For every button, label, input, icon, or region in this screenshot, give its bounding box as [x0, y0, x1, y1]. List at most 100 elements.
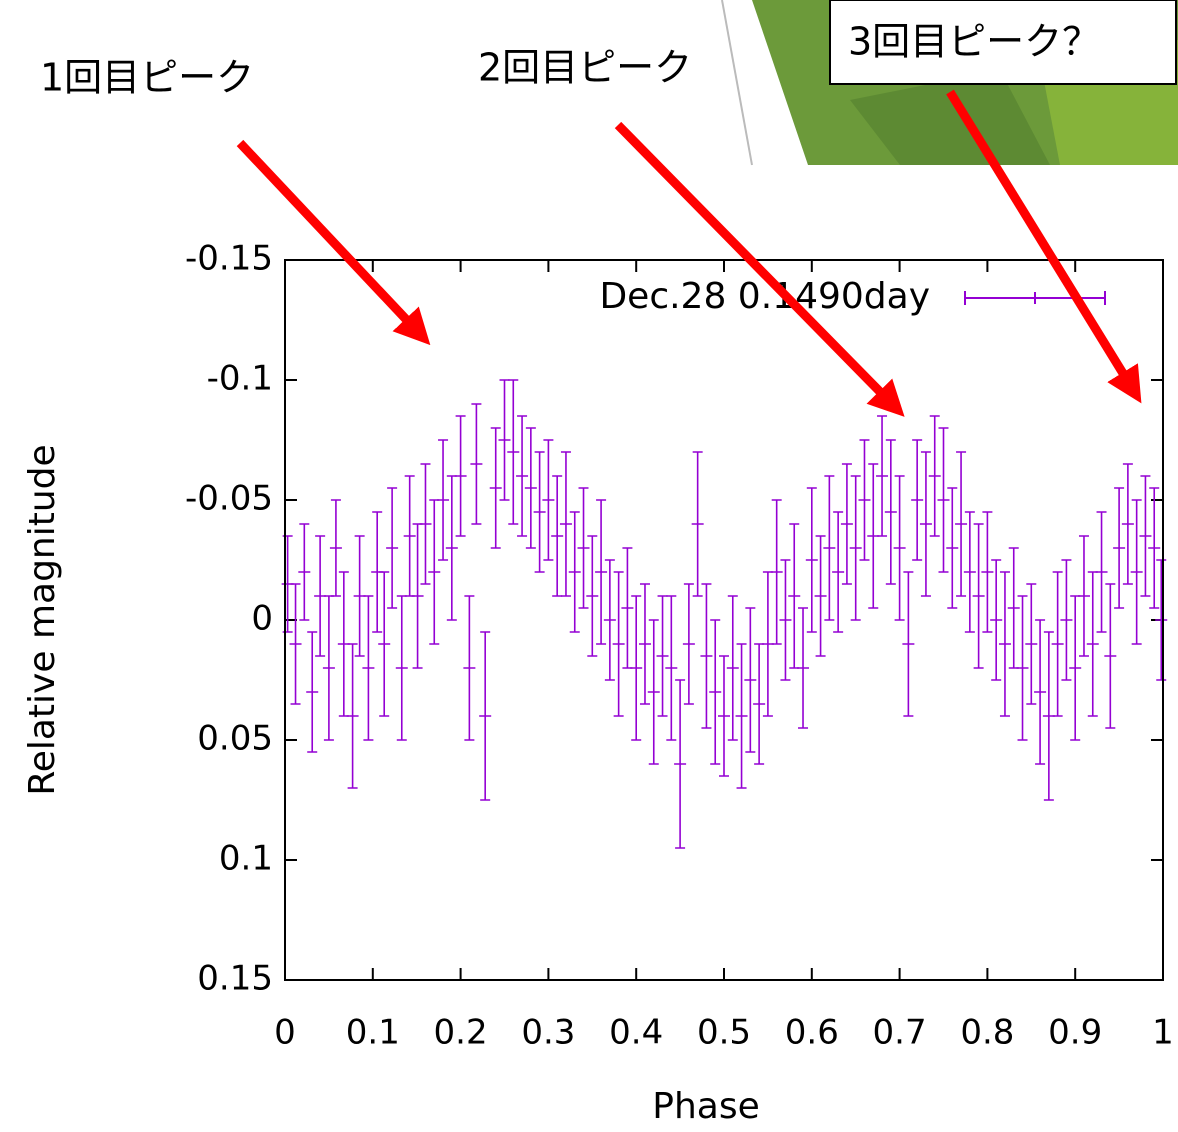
error-bar [470, 404, 482, 524]
error-bar [1104, 584, 1116, 728]
error-bar [683, 584, 695, 704]
error-bar [586, 536, 598, 656]
error-bar [779, 560, 791, 680]
error-bar [850, 476, 862, 620]
error-bar [490, 428, 502, 548]
annotation: 3回目ピーク？ [848, 20, 1100, 64]
error-bar [771, 500, 783, 644]
error-bar [709, 620, 721, 764]
error-bar [551, 476, 563, 596]
x-tick-label: 0.5 [697, 1013, 751, 1053]
error-bar [347, 644, 359, 788]
error-bar [902, 572, 914, 716]
error-bar [306, 632, 318, 752]
error-bar [1034, 620, 1046, 764]
error-bar [1008, 548, 1020, 668]
error-bar [323, 596, 335, 740]
error-bar [1155, 560, 1167, 680]
error-bar [630, 596, 642, 740]
error-bar [973, 524, 985, 668]
error-bar [806, 488, 818, 632]
error-bar [648, 620, 660, 764]
y-axis-title: Relative magnitude [22, 444, 63, 795]
error-bar [516, 416, 528, 536]
error-bar [396, 596, 408, 740]
error-bar [841, 464, 853, 584]
slide: 1回目ピーク 2回目ピーク 3回目ピーク？ -0.15-0.1-0.0500.0… [0, 0, 1178, 1132]
error-bar [990, 560, 1002, 680]
error-bar [823, 476, 835, 620]
error-bar [858, 440, 870, 560]
error-bar [876, 416, 888, 536]
x-tick-label: 0.1 [346, 1013, 400, 1053]
error-bar [753, 644, 765, 764]
error-bar [499, 380, 511, 500]
error-bar [815, 536, 827, 656]
arrow [618, 125, 892, 404]
y-tick-label: -0.1 [207, 359, 273, 399]
error-bar [1078, 536, 1090, 656]
x-tick-label: 0.7 [873, 1013, 927, 1053]
error-bar [419, 464, 431, 584]
error-bar [885, 440, 897, 584]
error-bar [290, 584, 302, 704]
legend-label: Dec.28 0.1490day [599, 276, 930, 317]
error-bar [665, 596, 677, 740]
x-tick-label: 1 [1152, 1013, 1174, 1053]
y-tick-label: 0 [251, 599, 273, 639]
arrow [240, 143, 418, 332]
error-bar [525, 428, 537, 548]
error-bar [463, 596, 475, 740]
page: {"chart_data": {"type": "errorbar", "x_l… [0, 0, 1178, 1132]
error-bar [569, 512, 581, 632]
error-bar [674, 680, 686, 848]
error-bar [621, 548, 633, 668]
error-bar [330, 500, 342, 596]
error-bar [362, 596, 374, 740]
error-bar [1025, 584, 1037, 704]
error-bar [412, 524, 424, 668]
error-bar [911, 440, 923, 560]
error-bar [718, 656, 730, 776]
error-bar [964, 512, 976, 632]
error-bar [920, 452, 932, 596]
error-bar [946, 488, 958, 608]
y-tick-label: -0.05 [185, 479, 273, 519]
error-bar [727, 596, 739, 740]
error-bar [1096, 512, 1108, 632]
error-bar [929, 416, 941, 536]
error-bar [700, 584, 712, 728]
y-tick-label: 0.15 [197, 959, 273, 999]
error-bar [999, 572, 1011, 716]
error-bar [981, 512, 993, 632]
error-bar [788, 524, 800, 668]
slide-divider [722, 0, 752, 165]
error-bar [1060, 560, 1072, 680]
y-tick-label: -0.15 [185, 239, 273, 279]
error-bar [613, 572, 625, 716]
error-bar [378, 572, 390, 716]
error-bar [1148, 488, 1160, 608]
error-bar [797, 608, 809, 728]
error-bar [507, 380, 519, 524]
error-bar [955, 452, 967, 596]
x-tick-label: 0 [274, 1013, 296, 1053]
error-bar [455, 416, 467, 536]
error-bar [894, 476, 906, 620]
error-bar [938, 428, 950, 572]
error-bar [542, 440, 554, 560]
error-bar [386, 488, 398, 608]
x-tick-label: 0.3 [521, 1013, 575, 1053]
error-bar [657, 596, 669, 716]
error-bar [560, 452, 572, 596]
error-bar [404, 476, 416, 596]
x-tick-label: 0.9 [1048, 1013, 1102, 1053]
annotation: 2回目ピーク [478, 46, 692, 90]
error-bar [1017, 596, 1029, 740]
error-bar [1131, 500, 1143, 644]
error-bar [1122, 464, 1134, 584]
annotation: 1回目ピーク [40, 56, 254, 100]
error-bar [446, 476, 458, 620]
error-bar [1113, 488, 1125, 608]
